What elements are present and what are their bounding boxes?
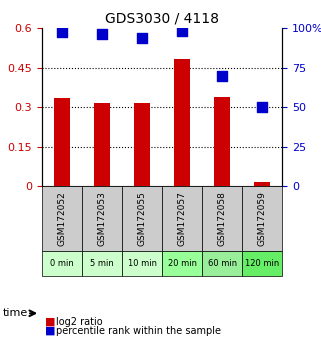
Text: GSM172057: GSM172057 xyxy=(178,191,187,246)
Title: GDS3030 / 4118: GDS3030 / 4118 xyxy=(105,12,219,26)
Text: GSM172058: GSM172058 xyxy=(218,191,227,246)
Bar xyxy=(54,98,70,186)
FancyBboxPatch shape xyxy=(42,251,82,276)
Text: ■: ■ xyxy=(45,317,56,327)
FancyBboxPatch shape xyxy=(202,251,242,276)
Point xyxy=(100,31,105,37)
Point xyxy=(260,104,265,109)
Text: 5 min: 5 min xyxy=(90,259,114,268)
Text: GSM172055: GSM172055 xyxy=(137,191,147,246)
Text: GSM172052: GSM172052 xyxy=(57,191,66,246)
Text: ■: ■ xyxy=(45,326,56,336)
FancyBboxPatch shape xyxy=(242,251,282,276)
Bar xyxy=(254,182,270,186)
FancyBboxPatch shape xyxy=(82,186,122,251)
FancyBboxPatch shape xyxy=(162,251,202,276)
Bar xyxy=(214,97,230,186)
Point xyxy=(180,29,185,34)
Point xyxy=(140,35,145,41)
Text: 20 min: 20 min xyxy=(168,259,197,268)
FancyBboxPatch shape xyxy=(242,186,282,251)
FancyBboxPatch shape xyxy=(162,186,202,251)
FancyBboxPatch shape xyxy=(202,186,242,251)
Text: 120 min: 120 min xyxy=(245,259,280,268)
Text: GSM172053: GSM172053 xyxy=(97,191,107,246)
Text: GSM172059: GSM172059 xyxy=(258,191,267,246)
Text: log2 ratio: log2 ratio xyxy=(56,317,103,327)
Bar xyxy=(174,59,190,186)
FancyBboxPatch shape xyxy=(82,251,122,276)
Point xyxy=(59,29,64,35)
Text: 0 min: 0 min xyxy=(50,259,74,268)
Point xyxy=(220,73,225,79)
Bar xyxy=(94,103,110,186)
Bar xyxy=(134,103,150,186)
Text: percentile rank within the sample: percentile rank within the sample xyxy=(56,326,221,336)
Text: time: time xyxy=(3,308,29,318)
FancyBboxPatch shape xyxy=(122,186,162,251)
Text: 10 min: 10 min xyxy=(127,259,157,268)
FancyBboxPatch shape xyxy=(42,186,82,251)
Text: 60 min: 60 min xyxy=(208,259,237,268)
FancyBboxPatch shape xyxy=(122,251,162,276)
